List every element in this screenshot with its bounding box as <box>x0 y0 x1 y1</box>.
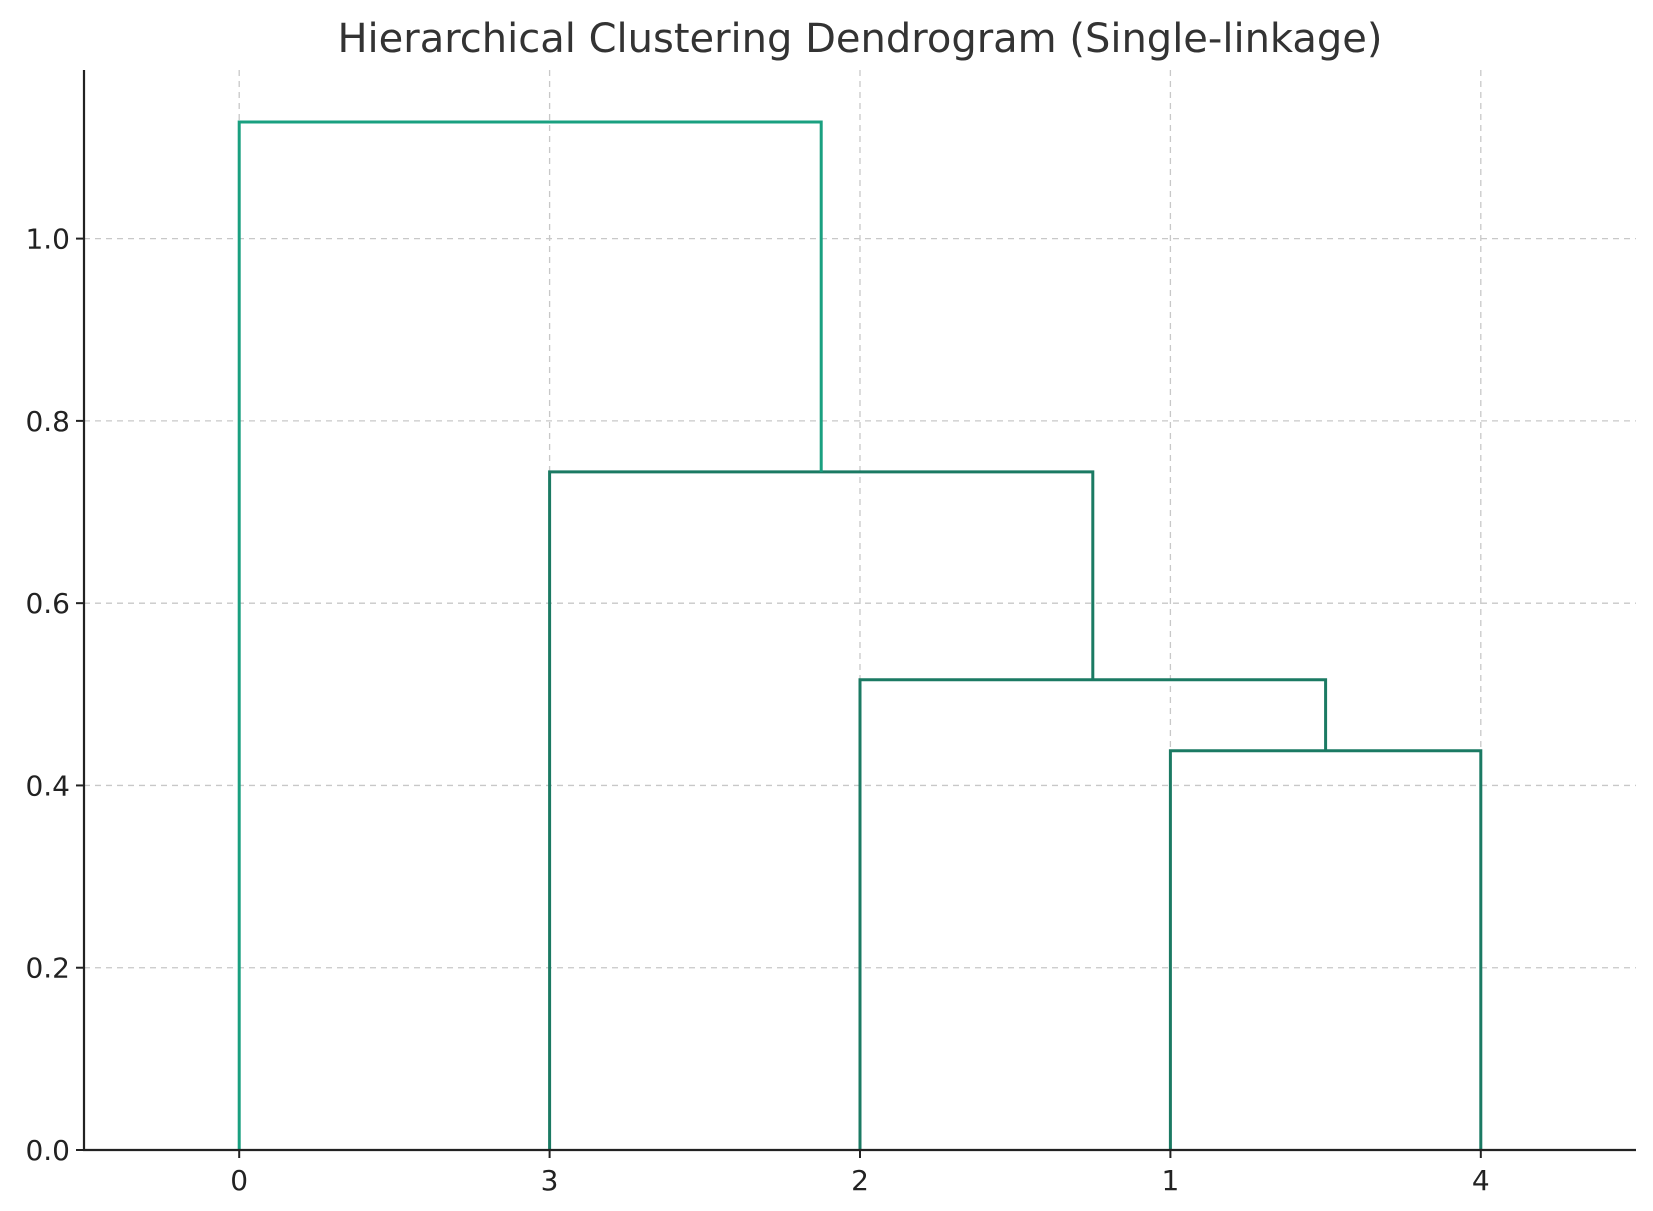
y-tick-label: 0.0 <box>25 1134 70 1167</box>
y-tick-labels: 0.0 0.2 0.4 0.6 0.8 1.0 <box>25 223 84 1167</box>
dendrogram-links <box>237 120 1483 1150</box>
dendrogram-link-4 <box>237 120 823 1150</box>
y-tick-label: 0.6 <box>25 587 70 620</box>
x-tick-labels: 0 3 2 1 4 <box>230 1150 1490 1197</box>
x-tick-label: 4 <box>1472 1164 1490 1197</box>
x-tick-label: 2 <box>851 1164 869 1197</box>
x-tick-label: 3 <box>541 1164 559 1197</box>
dendrogram-link-1 <box>1168 749 1483 1150</box>
y-tick-label: 0.4 <box>25 769 70 802</box>
dendrogram-link-3 <box>548 470 1095 1150</box>
y-tick-label: 0.8 <box>25 405 70 438</box>
y-tick-label: 0.2 <box>25 952 70 985</box>
y-tick-label: 1.0 <box>25 223 70 256</box>
x-tick-label: 0 <box>230 1164 248 1197</box>
x-tick-label: 1 <box>1161 1164 1179 1197</box>
chart-title: Hierarchical Clustering Dendrogram (Sing… <box>337 16 1382 62</box>
